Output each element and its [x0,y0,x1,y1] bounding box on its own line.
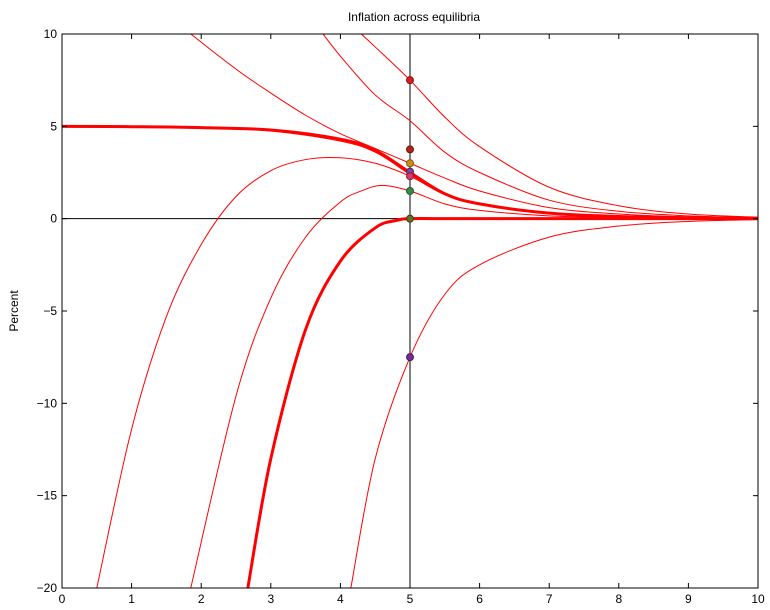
y-tick-label-4: 0 [50,212,57,226]
x-tick-label-10: 10 [751,592,765,606]
x-tick-label-0: 0 [59,592,66,606]
plot-area [62,34,758,588]
bold-series-line-1 [246,217,758,588]
series-line-2 [96,156,758,588]
y-tick-label-2: −10 [37,396,58,410]
x-tick-label-8: 8 [615,592,622,606]
equilibrium-marker-7 [406,353,414,362]
equilibrium-marker-1 [406,145,414,154]
y-tick-label-6: 10 [44,27,58,41]
y-tick-label-1: −15 [37,489,58,503]
y-tick-label-3: −5 [43,304,57,318]
x-tick-label-2: 2 [198,592,205,606]
series-group [62,34,758,588]
x-tick-label-9: 9 [685,592,692,606]
equilibrium-marker-2 [406,159,414,168]
equilibrium-marker-5 [406,186,414,195]
x-tick-label-4: 4 [337,592,344,606]
y-tick-label-0: −20 [37,581,58,595]
axes: 0 1 2 3 4 5 6 7 8 9 10 −20 −15 −10 −5 0 5 10 [37,27,765,606]
series-line-7 [190,34,758,219]
chart-title: Inflation across equilibria [348,10,480,24]
x-tick-label-7: 7 [546,592,553,606]
series-line-5 [322,34,758,219]
y-tick-label-5: 5 [50,119,57,133]
x-tick-label-5: 5 [407,592,414,606]
series-line-6 [360,34,758,218]
y-axis-label: Percent [7,290,21,332]
x-tick-label-1: 1 [128,592,135,606]
series-line-4 [350,219,758,588]
equilibrium-marker-4 [406,172,414,181]
x-tick-label-3: 3 [267,592,274,606]
equilibrium-marker-6 [406,214,414,223]
equilibrium-marker-0 [406,76,414,85]
x-tick-label-6: 6 [476,592,483,606]
series-line-3 [190,184,758,588]
